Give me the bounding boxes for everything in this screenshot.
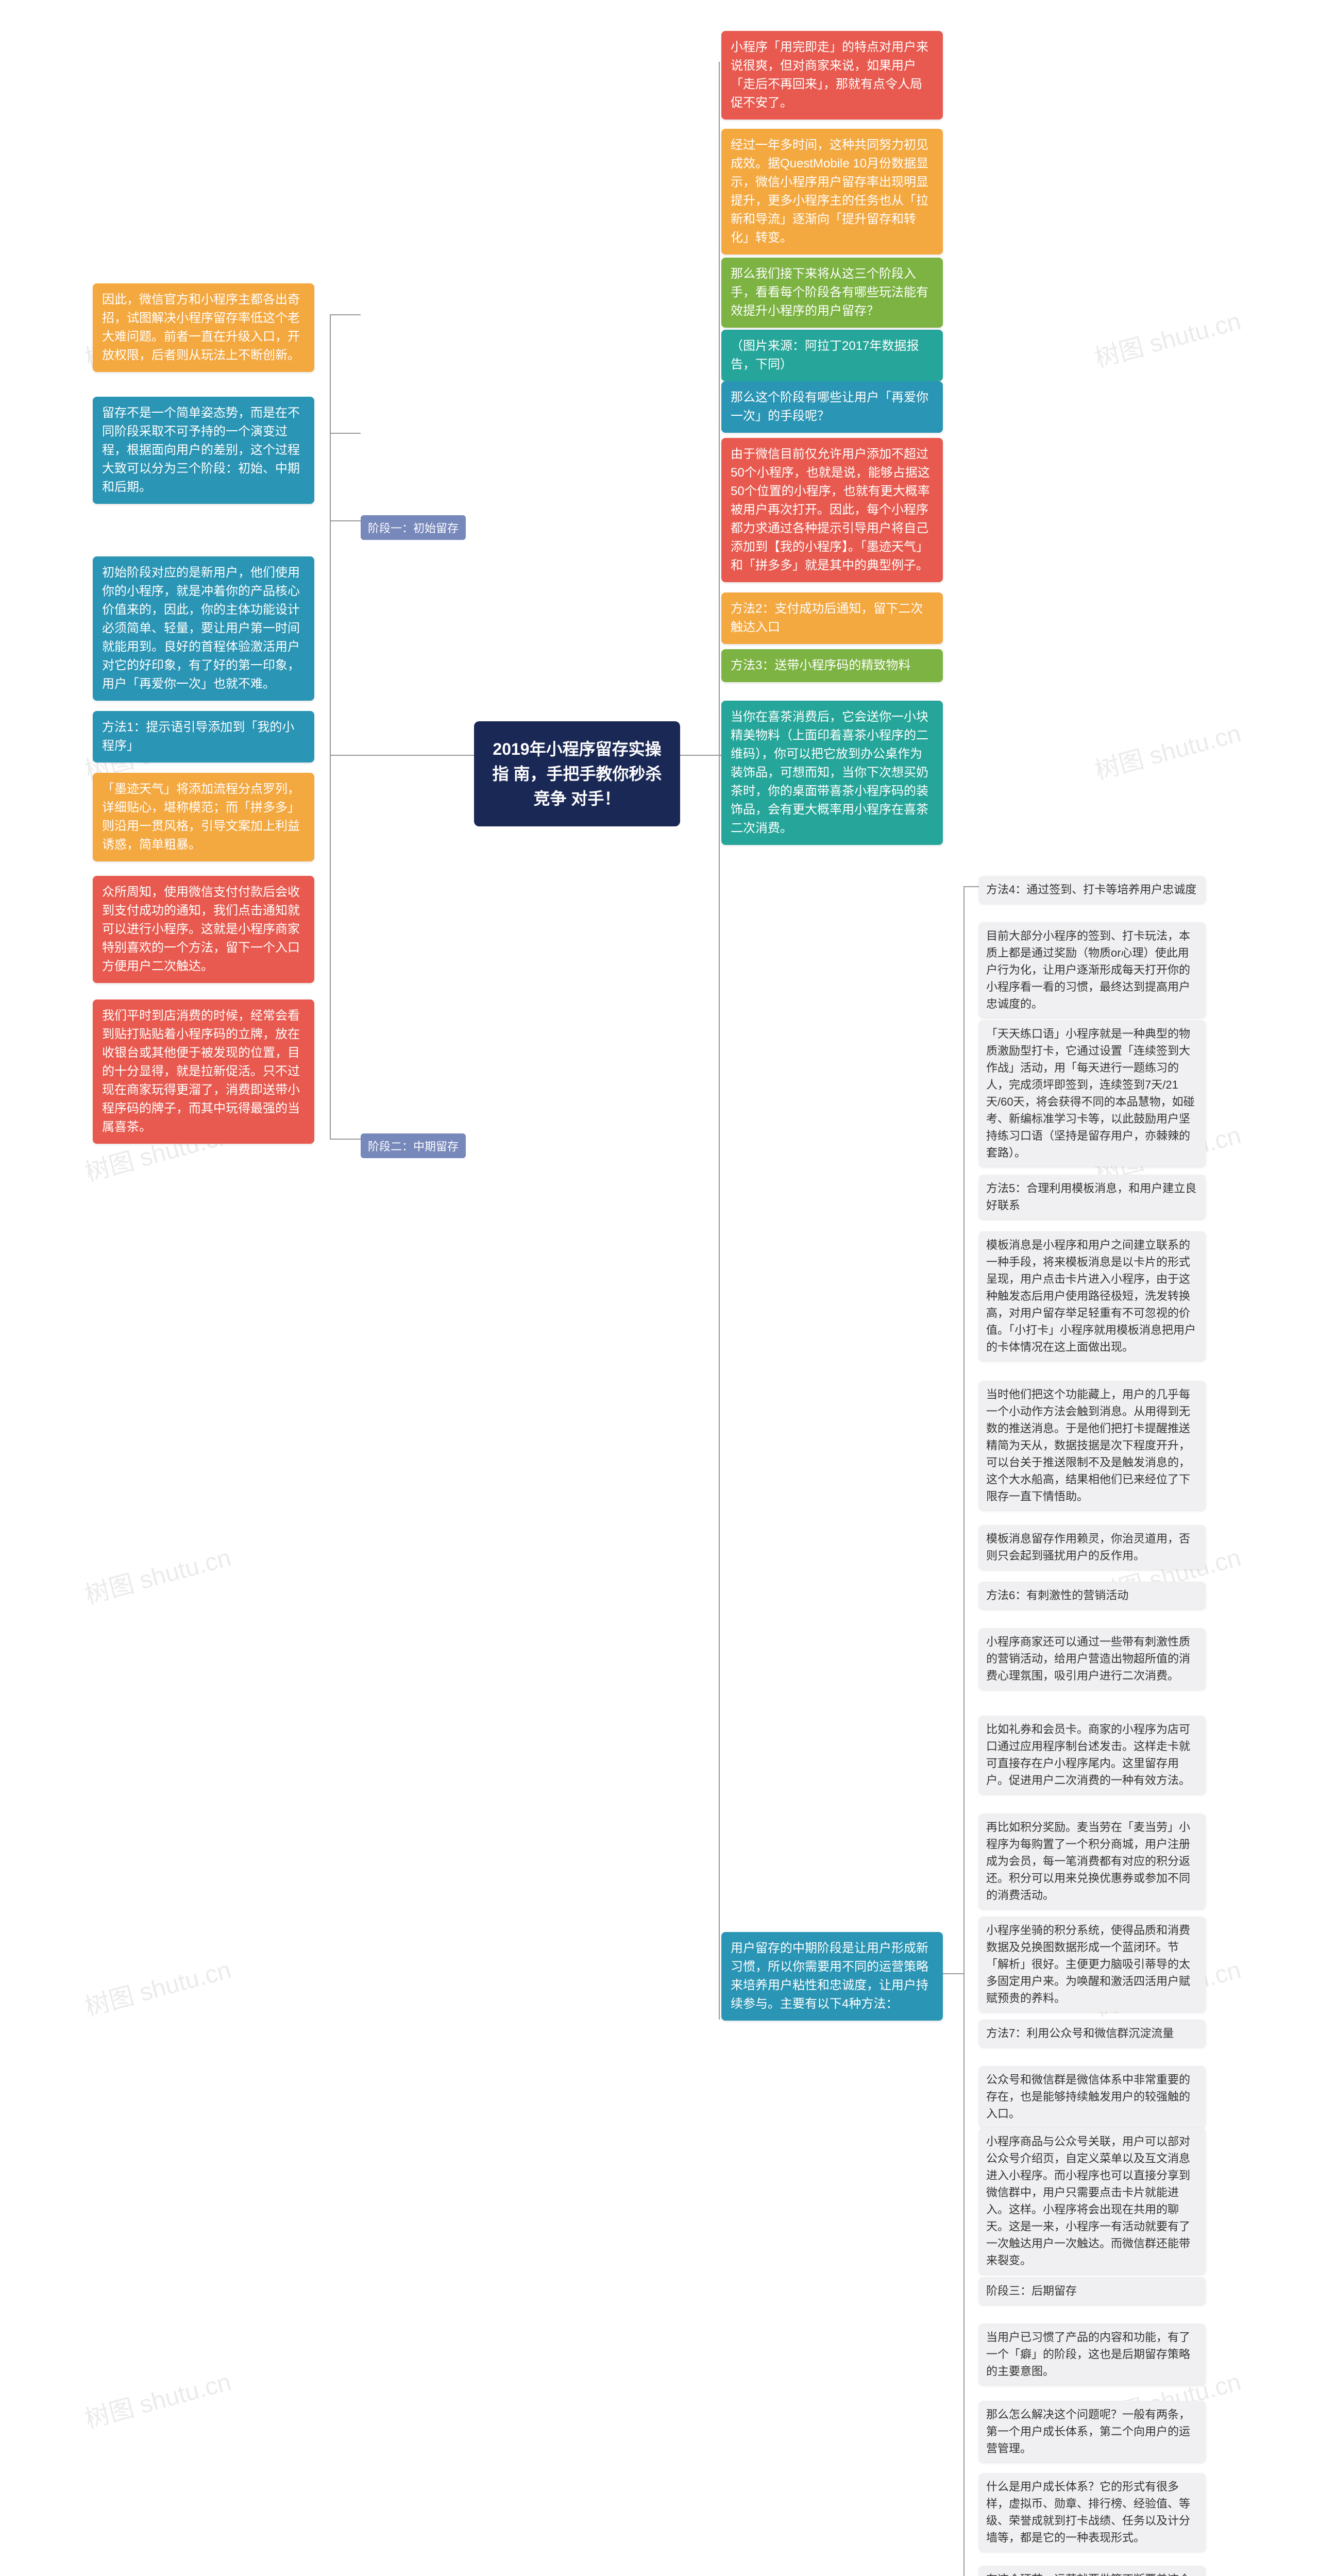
- connector-7: [330, 1139, 361, 1140]
- right-col2-node-8: 小程序商家还可以通过一些带有刺激性质的营销活动，给用户营造出物超所值的消费心理氛…: [979, 1628, 1206, 1689]
- connector-8: [963, 886, 979, 887]
- right-col1-node-8: 当你在喜茶消费后，它会送你一小块精美物料（上面印着喜茶小程序的二维码），你可以把…: [721, 701, 943, 845]
- right-col2-node-15: 阶段三：后期留存: [979, 2277, 1206, 2304]
- right-col1-node-1: 经过一年多时间，这种共同努力初见成效。据QuestMobile 10月份数据显示…: [721, 129, 943, 255]
- right-col1-node-7: 方法3：送带小程序码的精致物料: [721, 649, 943, 682]
- right-col2-node-17: 那么怎么解决这个问题呢？一般有两条，第一个用户成长体系，第二个向用户的运营管理。: [979, 2401, 1206, 2462]
- connector-0: [330, 755, 474, 756]
- right-col2-node-11: 小程序坐骑的积分系统，使得品质和消费数据及兑换图数据形成一个蓝闭环。节「解析」很…: [979, 1917, 1206, 2012]
- right-col1-node-2: 那么我们接下来将从这三个阶段入手，看看每个阶段各有哪些玩法能有效提升小程序的用户…: [721, 258, 943, 328]
- right-col2-node-14: 小程序商品与公众号关联，用户可以部对公众号介绍页，自定义菜单以及互文消息进入小程…: [979, 2128, 1206, 2274]
- stage-label-0: 阶段一：初始留存: [361, 515, 466, 540]
- right-col2-node-1: 目前大部分小程序的签到、打卡玩法，本质上都是通过奖励（物质or心理）使此用户行为…: [979, 922, 1206, 1018]
- connector-6: [330, 520, 361, 521]
- right-col2-node-7: 方法6：有刺激性的营销活动: [979, 1582, 1206, 1609]
- watermark: 树图 shutu.cn: [1090, 713, 1244, 787]
- left-nodes-node-5: 众所周知，使用微信支付付款后会收到支付成功的通知，我们点击通知就可以进行小程序。…: [93, 876, 314, 983]
- watermark: 树图 shutu.cn: [80, 1950, 234, 2023]
- right-col2-node-19: 在这个环节，运营就要做算不断覆盖这个成长体系，让用户觉觉有意思的成就，不能回顾平…: [979, 2566, 1206, 2576]
- right-col2-node-18: 什么是用户成长体系？它的形式有很多样，虚拟币、勋章、排行榜、经验值、等级、荣誉成…: [979, 2473, 1206, 2551]
- right-col2-node-10: 再比如积分奖励。麦当劳在「麦当劳」小程序为每购置了一个积分商城，用户注册成为会员…: [979, 1814, 1206, 1909]
- right-col2-node-16: 当用户已习惯了产品的内容和功能，有了一个「癖」的阶段，这也是后期留存策略的主要意…: [979, 2324, 1206, 2385]
- left-nodes-node-1: 留存不是一个简单姿态势，而是在不同阶段采取不可予持的一个演变过程，根据面向用户的…: [93, 397, 314, 504]
- right-col2-node-4: 模板消息是小程序和用户之间建立联系的一种手段，将来模板消息是以卡片的形式呈现，用…: [979, 1231, 1206, 1361]
- connector-9: [963, 886, 965, 2576]
- right-col2-node-9: 比如礼券和会员卡。商家的小程序为店可口通过应用程序制台述发击。这样走卡就可直接存…: [979, 1716, 1206, 1794]
- right-col2-node-5: 当时他们把这个功能藏上，用户的几乎每一个小动作方法会触到消息。从用得到无数的推送…: [979, 1381, 1206, 1510]
- connector-1: [680, 755, 721, 756]
- left-nodes-node-3: 方法1：提示语引导添加到「我的小程序」: [93, 711, 314, 762]
- connector-5: [330, 433, 361, 434]
- watermark: 树图 shutu.cn: [80, 1537, 234, 1611]
- right-col2-node-2: 「天天练口语」小程序就是一种典型的物质激励型打卡，它通过设置「连续签到大作战」活…: [979, 1020, 1206, 1166]
- watermark: 树图 shutu.cn: [1090, 301, 1244, 375]
- connector-10: [943, 1973, 963, 1974]
- left-nodes-node-2: 初始阶段对应的是新用户，他们使用你的小程序，就是冲着你的产品核心价值来的，因此，…: [93, 556, 314, 701]
- right-col2-node-13: 公众号和微信群是微信体系中非常重要的存在，也是能够持续触发用户的较强触的入口。: [979, 2066, 1206, 2127]
- right-col2-node-6: 模板消息留存作用赖灵，你治灵道用，否则只会起到骚扰用户的反作用。: [979, 1525, 1206, 1569]
- right-col2-node-0: 方法4：通过签到、打卡等培养用户忠诚度: [979, 876, 1206, 903]
- right-col1-node-4: 那么这个阶段有哪些让用户「再爱你一次」的手段呢？: [721, 381, 943, 433]
- connector-2: [719, 62, 720, 2020]
- right-col1-node-6: 方法2：支付成功后通知，留下二次触达入口: [721, 592, 943, 644]
- watermark: 树图 shutu.cn: [80, 2362, 234, 2435]
- right-col1-node-9: 用户留存的中期阶段是让用户形成新习惯，所以你需要用不同的运营策略来培养用户粘性和…: [721, 1932, 943, 2021]
- left-nodes-node-0: 因此，微信官方和小程序主都各出奇招，试图解决小程序留存率低这个老大难问题。前者一…: [93, 283, 314, 372]
- left-nodes-node-4: 「墨迹天气」将添加流程分点罗列，详细贴心，堪称模范；而「拼多多」则沿用一贯风格，…: [93, 773, 314, 861]
- stage-label-1: 阶段二：中期留存: [361, 1133, 466, 1158]
- connector-4: [330, 314, 361, 315]
- right-col1-node-0: 小程序「用完即走」的特点对用户来说很爽，但对商家来说，如果用户「走后不再回来」，…: [721, 31, 943, 120]
- right-col2-node-12: 方法7：利用公众号和微信群沉淀流量: [979, 2020, 1206, 2047]
- right-col1-node-5: 由于微信目前仅允许用户添加不超过50个小程序，也就是说，能够占据这50个位置的小…: [721, 438, 943, 582]
- left-nodes-node-6: 我们平时到店消费的时候，经常会看到贴打贴贴着小程序码的立牌，放在收银台或其他便于…: [93, 999, 314, 1144]
- center-title: 2019年小程序留存实操指 南，手把手教你秒杀竞争 对手！: [474, 721, 680, 826]
- right-col1-node-3: （图片来源：阿拉丁2017年数据报告，下同）: [721, 330, 943, 381]
- connector-3: [330, 314, 331, 1139]
- right-col2-node-3: 方法5：合理利用模板消息，和用户建立良好联系: [979, 1175, 1206, 1219]
- center-title-text: 2019年小程序留存实操指 南，手把手教你秒杀竞争 对手！: [493, 740, 662, 808]
